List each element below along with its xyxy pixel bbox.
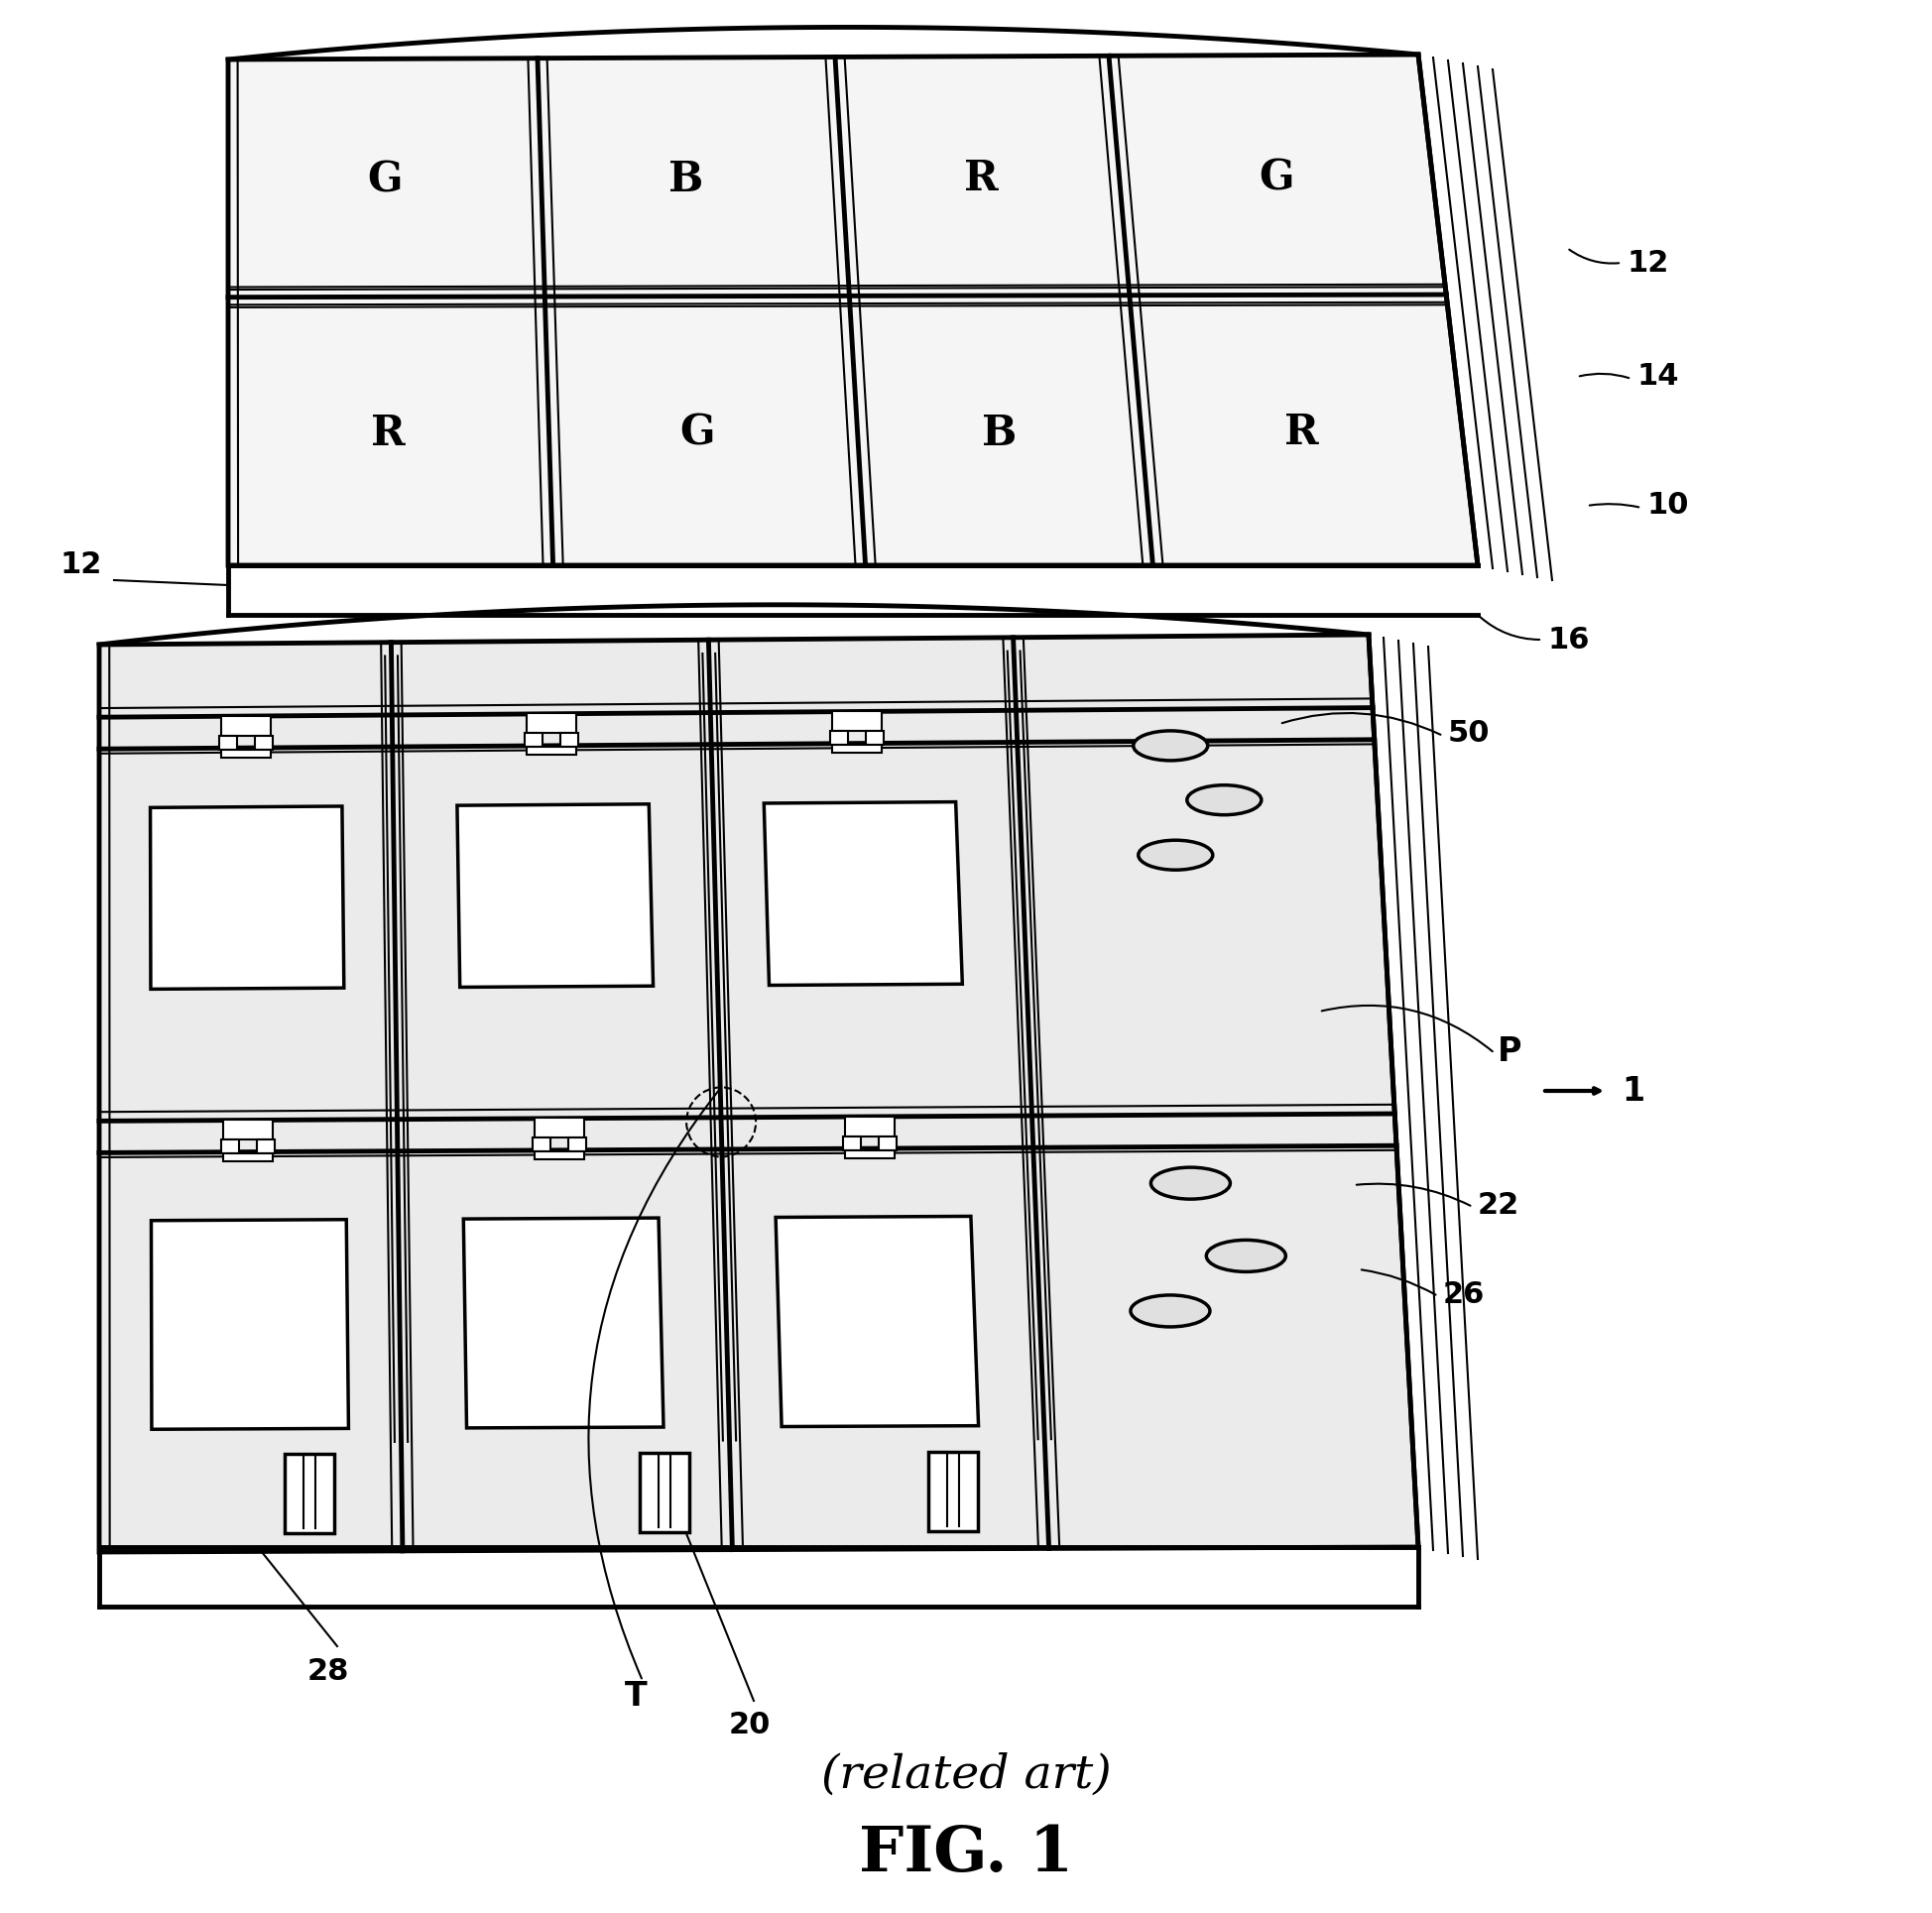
Text: 12: 12 [1627, 249, 1669, 277]
Bar [846, 1117, 895, 1136]
Bar [257, 1140, 274, 1154]
Bar [831, 731, 848, 744]
Text: (related art): (related art) [821, 1752, 1111, 1798]
Ellipse shape [1151, 1167, 1231, 1199]
Text: G: G [367, 159, 402, 201]
Text: 10: 10 [1646, 492, 1689, 520]
Bar [526, 733, 543, 748]
Polygon shape [228, 55, 1478, 564]
Bar [527, 714, 576, 733]
Text: 50: 50 [1447, 719, 1490, 748]
Polygon shape [458, 803, 653, 987]
Polygon shape [99, 635, 1418, 1551]
Polygon shape [151, 1219, 348, 1429]
Bar [846, 1150, 895, 1157]
Bar [284, 1454, 334, 1534]
Bar [218, 735, 238, 750]
Bar [224, 1154, 272, 1161]
Bar [224, 1119, 272, 1140]
Text: 16: 16 [1548, 626, 1590, 654]
Text: B: B [981, 411, 1016, 453]
Text: B: B [668, 159, 703, 201]
Text: 20: 20 [728, 1712, 771, 1741]
Bar [527, 748, 576, 756]
Bar [568, 1138, 585, 1152]
Bar [535, 1152, 583, 1159]
Text: T: T [624, 1680, 647, 1712]
Bar [929, 1452, 978, 1530]
Polygon shape [151, 805, 344, 989]
Bar [639, 1452, 690, 1532]
Text: 1: 1 [1621, 1075, 1644, 1108]
Ellipse shape [1134, 731, 1208, 761]
Text: 26: 26 [1443, 1280, 1486, 1308]
Ellipse shape [1206, 1240, 1285, 1272]
Bar [560, 733, 578, 748]
Bar [879, 1136, 896, 1150]
Text: G: G [680, 413, 715, 453]
Text: R: R [964, 157, 999, 199]
Text: R: R [1285, 411, 1320, 453]
Bar [866, 731, 883, 744]
Bar [222, 1140, 240, 1154]
Ellipse shape [1138, 840, 1213, 870]
Bar [535, 1117, 583, 1138]
Polygon shape [775, 1217, 978, 1427]
Bar [220, 750, 270, 758]
Ellipse shape [1130, 1295, 1209, 1328]
Ellipse shape [1186, 784, 1262, 815]
Text: R: R [371, 413, 406, 455]
Text: FIG. 1: FIG. 1 [858, 1825, 1074, 1884]
Bar [220, 715, 270, 735]
Text: 22: 22 [1478, 1190, 1520, 1219]
Text: G: G [1258, 157, 1294, 199]
Text: P: P [1497, 1035, 1522, 1067]
Polygon shape [763, 802, 962, 985]
Text: 28: 28 [307, 1657, 350, 1685]
Bar [255, 735, 272, 750]
Bar [844, 1136, 862, 1150]
Bar [833, 744, 881, 754]
Text: 14: 14 [1636, 362, 1679, 392]
Text: 12: 12 [60, 551, 102, 580]
Bar [833, 712, 881, 731]
Polygon shape [464, 1219, 663, 1427]
Bar [533, 1138, 551, 1152]
